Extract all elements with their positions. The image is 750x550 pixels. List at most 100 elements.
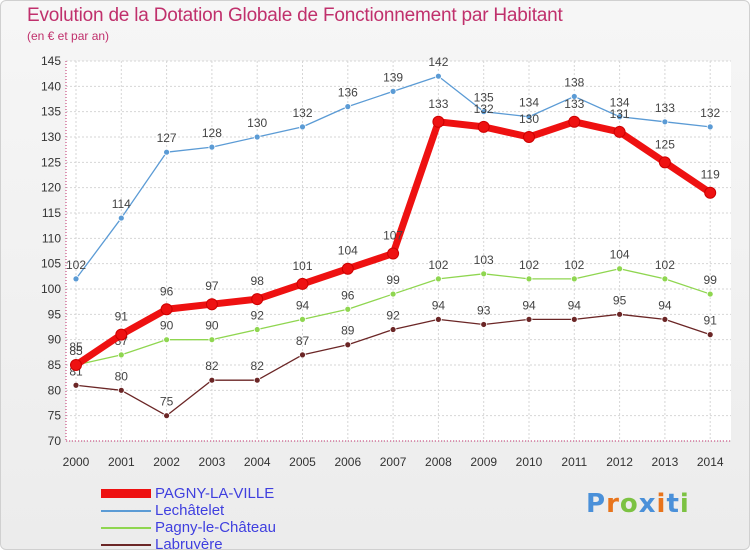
y-tick-label: 80 bbox=[48, 383, 62, 397]
logo-letter: o bbox=[619, 489, 639, 519]
data-label-labruy-re: 82 bbox=[205, 359, 219, 373]
data-label-pagny-la-ville: 131 bbox=[610, 107, 630, 121]
proxiti-logo: Proxiti bbox=[586, 489, 690, 519]
data-label-pagny-la-ville: 133 bbox=[428, 97, 448, 111]
legend-label: PAGNY-LA-VILLE bbox=[155, 485, 275, 502]
data-point-labruy-re bbox=[480, 321, 488, 328]
data-point-pagny-la-ville bbox=[523, 131, 535, 143]
data-label-pagny-le-ch-teau: 92 bbox=[251, 309, 265, 323]
data-label-pagny-la-ville: 132 bbox=[474, 102, 494, 116]
data-point-lech-telet bbox=[616, 113, 623, 121]
data-label-labruy-re: 80 bbox=[115, 369, 129, 383]
logo-letter: x bbox=[638, 489, 657, 519]
data-label-labruy-re: 82 bbox=[251, 359, 265, 373]
x-tick-label: 2006 bbox=[334, 455, 361, 469]
data-label-pagny-la-ville: 97 bbox=[205, 279, 219, 293]
data-point-pagny-le-ch-teau bbox=[570, 275, 578, 283]
data-label-pagny-le-ch-teau: 99 bbox=[386, 273, 400, 287]
y-tick-label: 135 bbox=[41, 105, 61, 119]
data-label-pagny-la-ville: 85 bbox=[69, 340, 83, 354]
data-label-lech-telet: 138 bbox=[564, 75, 584, 89]
x-tick-label: 2009 bbox=[470, 455, 497, 469]
x-tick-label: 2005 bbox=[289, 455, 316, 469]
data-label-pagny-le-ch-teau: 102 bbox=[564, 258, 584, 272]
data-point-pagny-le-ch-teau bbox=[208, 336, 216, 344]
data-point-pagny-le-ch-teau bbox=[525, 275, 533, 283]
data-point-labruy-re bbox=[525, 315, 533, 323]
x-tick-label: 2002 bbox=[153, 455, 180, 469]
y-tick-label: 115 bbox=[42, 206, 61, 220]
data-point-lech-telet bbox=[570, 93, 578, 100]
data-point-pagny-la-ville bbox=[387, 247, 400, 260]
data-point-pagny-le-ch-teau bbox=[299, 315, 306, 323]
y-tick-label: 125 bbox=[41, 155, 61, 169]
data-point-pagny-la-ville bbox=[568, 115, 581, 128]
y-tick-label: 145 bbox=[41, 54, 61, 68]
data-label-lech-telet: 135 bbox=[474, 91, 494, 105]
logo-letter: i bbox=[656, 489, 667, 519]
data-point-labruy-re bbox=[117, 386, 125, 394]
data-point-pagny-la-ville bbox=[341, 262, 354, 275]
y-tick-label: 90 bbox=[48, 333, 62, 347]
x-tick-label: 2003 bbox=[199, 455, 226, 469]
data-point-lech-telet bbox=[299, 123, 306, 131]
x-tick-label: 2000 bbox=[63, 455, 90, 469]
data-label-pagny-le-ch-teau: 94 bbox=[296, 298, 310, 312]
data-label-pagny-la-ville: 119 bbox=[701, 168, 720, 182]
data-point-lech-telet bbox=[525, 113, 533, 121]
legend-swatch bbox=[101, 510, 151, 512]
x-tick-label: 2013 bbox=[652, 455, 679, 469]
data-point-labruy-re bbox=[299, 351, 306, 359]
data-label-labruy-re: 87 bbox=[296, 334, 310, 348]
data-label-pagny-la-ville: 98 bbox=[251, 274, 265, 288]
data-point-labruy-re bbox=[434, 315, 442, 323]
data-label-labruy-re: 93 bbox=[477, 303, 491, 317]
data-point-labruy-re bbox=[163, 412, 171, 420]
data-label-lech-telet: 134 bbox=[610, 96, 630, 110]
data-point-pagny-la-ville bbox=[115, 328, 128, 341]
data-label-lech-telet: 127 bbox=[157, 131, 177, 145]
legend-swatch bbox=[101, 527, 151, 529]
data-point-pagny-le-ch-teau bbox=[616, 265, 623, 273]
legend-item-lechatelet: Lechâtelet bbox=[101, 502, 361, 519]
data-point-lech-telet bbox=[344, 103, 352, 110]
data-point-labruy-re bbox=[389, 326, 397, 333]
data-label-lech-telet: 142 bbox=[428, 55, 448, 69]
data-label-labruy-re: 75 bbox=[160, 395, 174, 409]
data-label-labruy-re: 89 bbox=[341, 324, 355, 338]
legend-label: Labruyère bbox=[155, 536, 223, 550]
x-tick-label: 2014 bbox=[697, 455, 724, 469]
data-point-labruy-re bbox=[661, 315, 669, 323]
data-point-lech-telet bbox=[434, 72, 442, 80]
y-tick-label: 85 bbox=[48, 358, 62, 372]
chart-title: Evolution de la Dotation Globale de Fonc… bbox=[27, 5, 563, 26]
data-point-labruy-re bbox=[344, 341, 352, 349]
data-point-pagny-le-ch-teau bbox=[661, 275, 669, 283]
data-point-pagny-la-ville bbox=[477, 120, 490, 133]
y-tick-label: 140 bbox=[41, 79, 61, 93]
data-label-labruy-re: 92 bbox=[386, 309, 400, 323]
logo-letter: t bbox=[666, 489, 680, 519]
data-point-pagny-le-ch-teau bbox=[117, 351, 125, 359]
data-point-pagny-la-ville bbox=[205, 298, 218, 311]
data-label-lech-telet: 134 bbox=[519, 96, 539, 110]
data-label-pagny-le-ch-teau: 90 bbox=[160, 319, 174, 333]
legend-item-pagny-la-ville: PAGNY-LA-VILLE bbox=[101, 485, 361, 502]
x-tick-label: 2001 bbox=[108, 455, 135, 469]
data-point-pagny-le-ch-teau bbox=[389, 290, 397, 298]
y-tick-label: 110 bbox=[42, 231, 61, 245]
data-point-lech-telet bbox=[117, 214, 125, 222]
data-label-labruy-re: 91 bbox=[704, 314, 718, 328]
data-label-labruy-re: 95 bbox=[613, 293, 627, 307]
x-tick-label: 2010 bbox=[516, 455, 543, 469]
data-label-pagny-le-ch-teau: 104 bbox=[610, 248, 630, 262]
data-label-labruy-re: 94 bbox=[658, 298, 672, 312]
logo-letter: P bbox=[586, 489, 607, 519]
data-label-labruy-re: 94 bbox=[432, 298, 446, 312]
x-tick-label: 2011 bbox=[561, 455, 587, 469]
logo-letter: r bbox=[606, 489, 620, 519]
data-label-pagny-le-ch-teau: 99 bbox=[704, 273, 718, 287]
y-tick-label: 130 bbox=[41, 130, 61, 144]
